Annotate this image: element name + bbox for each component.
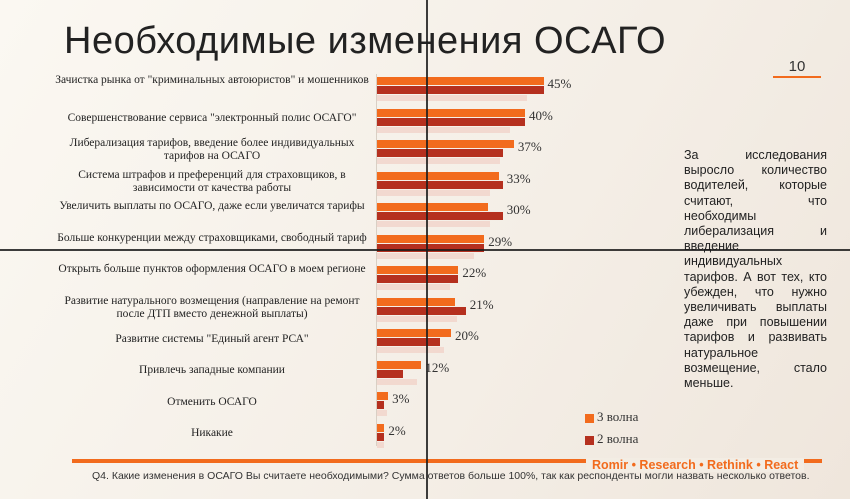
frame-line-vertical — [426, 0, 428, 499]
bar-wave3 — [377, 171, 500, 180]
category-label: Либерализация тарифов, введение более ин… — [69, 137, 355, 162]
footer-bar — [72, 459, 822, 463]
value-label: 20% — [455, 328, 479, 343]
bar-shadow — [377, 95, 527, 101]
bar-wave3 — [377, 392, 389, 400]
legend-label-wave3: 3 волна — [597, 409, 639, 424]
bar-shadow — [377, 347, 444, 353]
bar-wave2 — [377, 369, 403, 378]
bar-wave2 — [377, 275, 459, 283]
category-label: Открыть больше пунктов оформления ОСАГО … — [58, 263, 366, 275]
bar-wave2 — [377, 117, 525, 126]
value-label: 12% — [425, 359, 450, 375]
value-label: 3% — [392, 391, 410, 406]
value-label: 45% — [547, 76, 572, 91]
bar-shadow — [377, 252, 474, 259]
bar-shadow — [377, 189, 491, 196]
category-label: Увеличить выплаты по ОСАГО, даже если ув… — [59, 200, 365, 212]
category-label: Совершенствование сервиса "электронный п… — [67, 112, 357, 124]
category-label: Развитие натурального возмещения (направ… — [64, 294, 360, 320]
bar-wave2 — [377, 212, 503, 220]
category-label: Развитие системы "Единый агент РСА" — [115, 332, 309, 345]
legend-item-wave2: 2 волна — [585, 431, 638, 447]
bar-wave2 — [377, 243, 485, 252]
bar-shadow — [377, 378, 417, 385]
category-label: Никакие — [191, 427, 233, 439]
legend-item-wave3: 3 волна — [585, 409, 638, 425]
bar-wave3 — [377, 140, 514, 148]
category-label: Больше конкуренции между страховщиками, … — [57, 231, 367, 244]
bar-wave3 — [377, 423, 385, 432]
bar-wave3 — [377, 234, 485, 243]
page-number: 10 — [788, 58, 806, 75]
category-label: Система штрафов и преференций для страхо… — [78, 168, 346, 194]
value-label: 2% — [388, 422, 406, 438]
value-label: 30% — [506, 202, 531, 217]
bar-shadow — [377, 441, 384, 448]
bar-wave3 — [377, 297, 455, 306]
bar-wave2 — [377, 306, 466, 315]
bar-shadow — [377, 410, 387, 416]
bar-wave2 — [377, 149, 503, 157]
legend-swatch-wave3 — [585, 413, 594, 423]
legend-swatch-wave2 — [585, 435, 594, 445]
footnote: Q4. Какие изменения в ОСАГО Вы считаете … — [92, 470, 810, 482]
bar-shadow — [377, 158, 501, 164]
bar-wave2 — [377, 180, 503, 189]
bar-wave2 — [377, 338, 440, 346]
bar-shadow — [377, 126, 511, 133]
value-label: 29% — [488, 233, 513, 249]
bar-wave3 — [377, 203, 488, 211]
value-label: 40% — [529, 107, 553, 123]
category-label: Отменить ОСАГО — [167, 395, 257, 408]
value-label: 33% — [506, 170, 531, 186]
bar-wave3 — [377, 77, 544, 85]
bar-wave2 — [377, 86, 544, 94]
category-label: Привлечь западные компании — [139, 364, 285, 376]
comment-text: За исследования выросло количество водит… — [684, 148, 827, 391]
chart-axis — [376, 74, 377, 446]
value-label: 21% — [469, 296, 494, 312]
bar-wave3 — [377, 108, 525, 117]
brand-slogan: Romir • Research • Rethink • React — [586, 458, 805, 472]
bar-wave2 — [377, 401, 385, 409]
value-label: 37% — [517, 139, 542, 154]
bar-shadow — [377, 284, 451, 290]
value-label: 22% — [462, 265, 487, 280]
bar-shadow — [377, 221, 491, 227]
bar-wave2 — [377, 432, 385, 441]
legend-label-wave2: 2 волна — [597, 431, 639, 446]
frame-line-horizontal — [0, 249, 850, 251]
category-label: Зачистка рынка от "криминальных автоюрис… — [55, 74, 369, 86]
bar-shadow — [377, 315, 457, 322]
slide-title: Необходимые изменения ОСАГО — [64, 20, 666, 62]
page-number-underline — [773, 76, 821, 78]
bar-wave3 — [377, 266, 459, 274]
bar-wave3 — [377, 360, 422, 369]
bar-wave3 — [377, 329, 451, 337]
